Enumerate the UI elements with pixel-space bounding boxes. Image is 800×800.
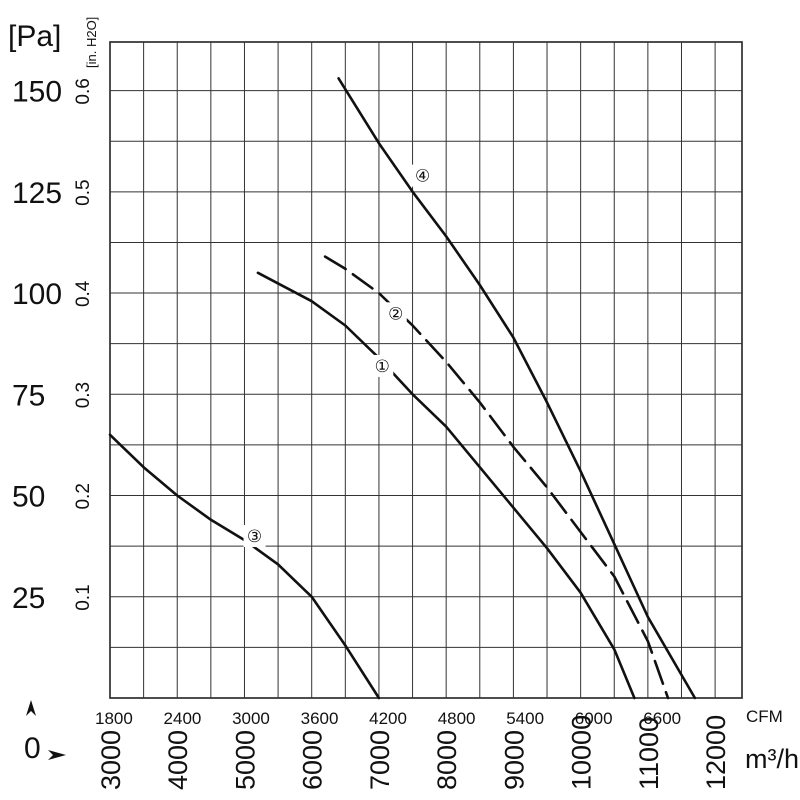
curve-label-1: ① xyxy=(375,357,390,377)
x-tick-label-m3h: 4000 xyxy=(163,730,193,790)
x-tick-label-cfm: 2400 xyxy=(164,709,202,728)
y-tick-label-pa: 100 xyxy=(12,278,62,311)
y-tick-label-inh2o: 0.2 xyxy=(73,483,94,509)
x-tick-label-cfm: 4800 xyxy=(438,709,476,728)
curve-2 xyxy=(323,255,670,700)
curve-label-2: ② xyxy=(388,304,403,324)
x-tick-label-cfm: 5400 xyxy=(506,709,544,728)
curve-label-3: ③ xyxy=(247,527,262,547)
y-tick-label-inh2o: 0.3 xyxy=(73,382,94,408)
y-tick-label-pa: 25 xyxy=(12,582,45,615)
curve-label-4: ④ xyxy=(415,167,430,187)
curve-4 xyxy=(337,77,697,700)
curve-1 xyxy=(256,271,636,700)
curve-label-bg xyxy=(243,525,266,548)
x-tick-label-cfm: 4200 xyxy=(369,709,407,728)
x-tick-label-m3h: 10000 xyxy=(567,715,597,790)
x-tick-label-m3h: 5000 xyxy=(230,730,260,790)
curve-label-bg xyxy=(411,164,434,187)
y-tick-label-inh2o: 0.4 xyxy=(73,280,94,307)
x-axis: CFM m³/h 0 1800 2400 3000 3600 4200 4800 5400 6… xyxy=(24,700,799,790)
curves xyxy=(108,77,697,700)
grid xyxy=(109,41,743,699)
x-tick-label-m3h: 7000 xyxy=(365,730,395,790)
y-unit-inh2o: [in. H2O] xyxy=(84,17,99,68)
origin-label: 0 xyxy=(24,732,41,765)
x-tick-label-cfm: 3000 xyxy=(232,709,270,728)
x-tick-label-m3h: 6000 xyxy=(298,730,328,790)
curve-label-bg xyxy=(371,354,394,377)
x-tick-label-cfm: 6600 xyxy=(643,709,681,728)
y-tick-label-inh2o: 0.6 xyxy=(73,78,94,104)
x-unit-cfm: CFM xyxy=(746,707,783,726)
x-tick-label-cfm: 1800 xyxy=(95,709,133,728)
y-tick-label-pa: 125 xyxy=(12,177,62,210)
x-unit-m3h: m³/h xyxy=(745,744,799,774)
arrow-right-icon xyxy=(48,750,66,760)
curve-label-bg xyxy=(384,302,407,325)
y-unit-pa: [Pa] xyxy=(8,20,61,53)
y-tick-label-pa: 150 xyxy=(12,76,62,109)
x-tick-label-m3h: 12000 xyxy=(701,715,731,790)
y-tick-label-pa: 50 xyxy=(12,481,45,514)
curve-labels: ① ② ③ ④ xyxy=(243,164,434,548)
x-tick-label-m3h: 11000 xyxy=(634,717,664,790)
y-tick-label-inh2o: 0.5 xyxy=(73,179,94,205)
y-tick-label-pa: 75 xyxy=(12,379,45,412)
x-tick-label-cfm: 3600 xyxy=(301,709,339,728)
x-tick-label-m3h: 3000 xyxy=(96,730,126,790)
x-tick-label-m3h: 8000 xyxy=(432,730,462,790)
y-tick-label-inh2o: 0.1 xyxy=(73,584,94,610)
arrow-up-icon xyxy=(26,700,36,716)
plot-frame xyxy=(109,41,743,699)
x-tick-label-cfm: 6000 xyxy=(575,709,613,728)
x-tick-label-m3h: 9000 xyxy=(499,730,529,790)
y-axis: [Pa] [in. H2O] 150 0.6 125 0.5 100 0.4 75 0.3 50… xyxy=(8,17,99,615)
